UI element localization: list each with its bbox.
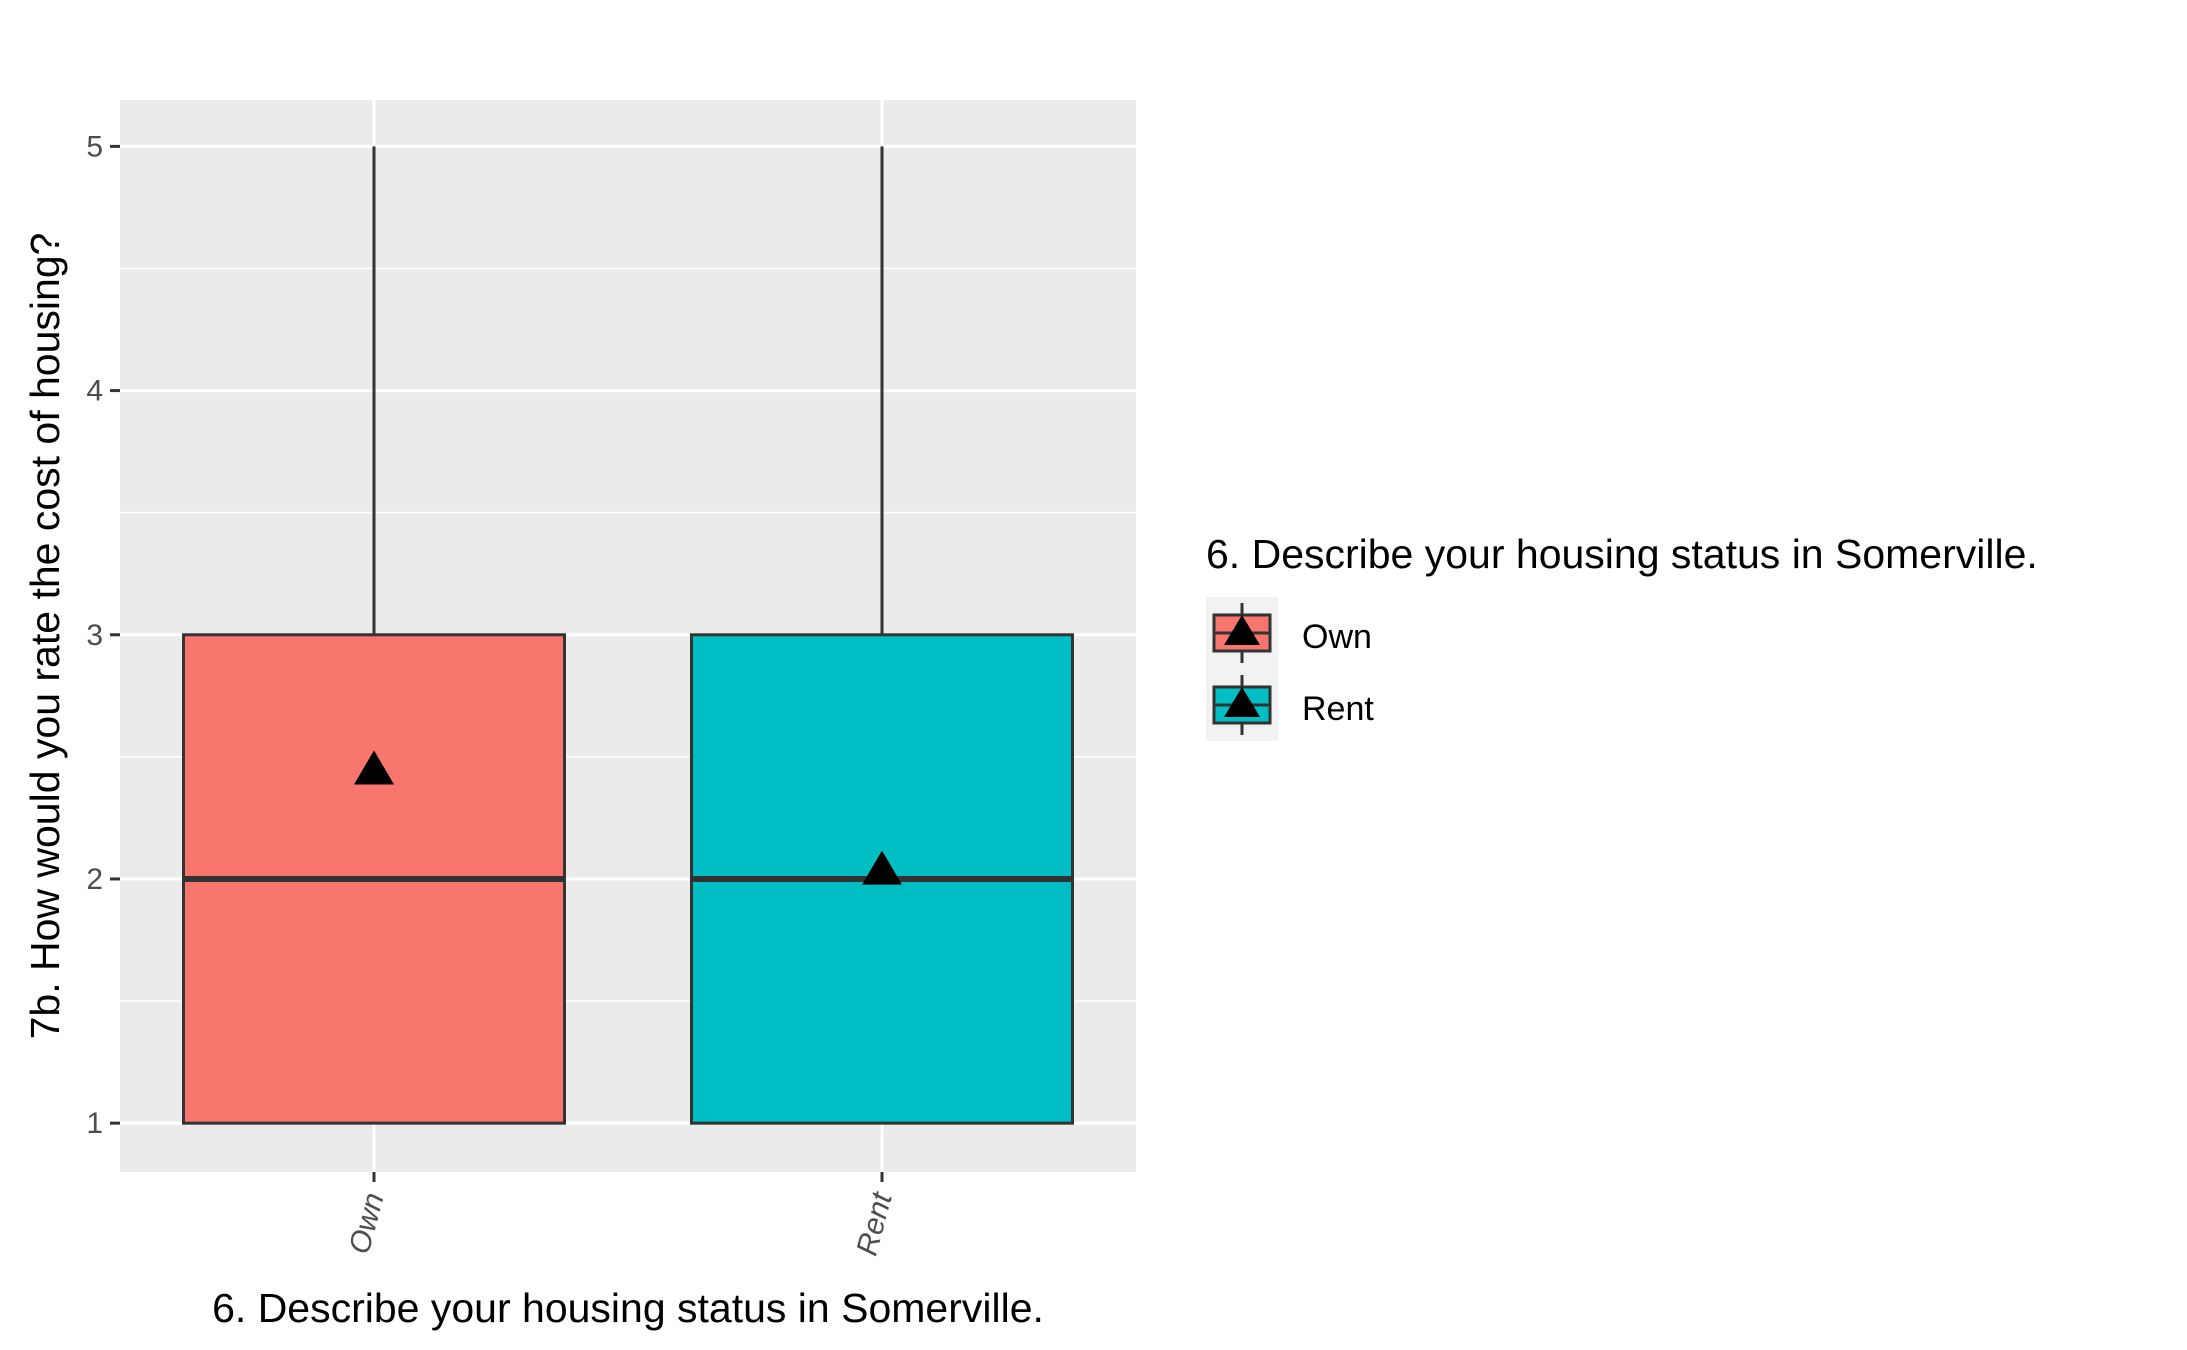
x-axis: Own Rent [343, 1172, 899, 1259]
legend-label-own: Own [1302, 618, 1372, 656]
y-tick-label: 5 [86, 130, 103, 163]
y-tick-label: 4 [86, 375, 103, 408]
y-tick-label: 3 [86, 619, 103, 652]
legend-key-triangle [1224, 687, 1260, 717]
x-axis-title: 6. Describe your housing status in Somer… [212, 1285, 1044, 1331]
x-tick-label: Own [343, 1189, 391, 1257]
legend-keys [1212, 603, 1272, 735]
mean-marker-triangle [354, 750, 394, 785]
legend-label-rent: Rent [1302, 690, 1374, 728]
boxes-layer [182, 146, 1074, 1125]
legend: 6. Describe your housing status in Somer… [1206, 531, 2038, 741]
legend-key-triangle [1224, 615, 1260, 645]
mean-marker-triangle [862, 850, 902, 885]
y-axis-title: 7b. How would you rate the cost of housi… [22, 233, 68, 1040]
y-tick-label: 2 [86, 863, 103, 896]
y-tick-label: 1 [86, 1107, 103, 1140]
y-axis: 1 2 3 4 5 [86, 130, 120, 1140]
x-tick-label: Rent [850, 1188, 899, 1259]
legend-title: 6. Describe your housing status in Somer… [1206, 531, 2038, 577]
